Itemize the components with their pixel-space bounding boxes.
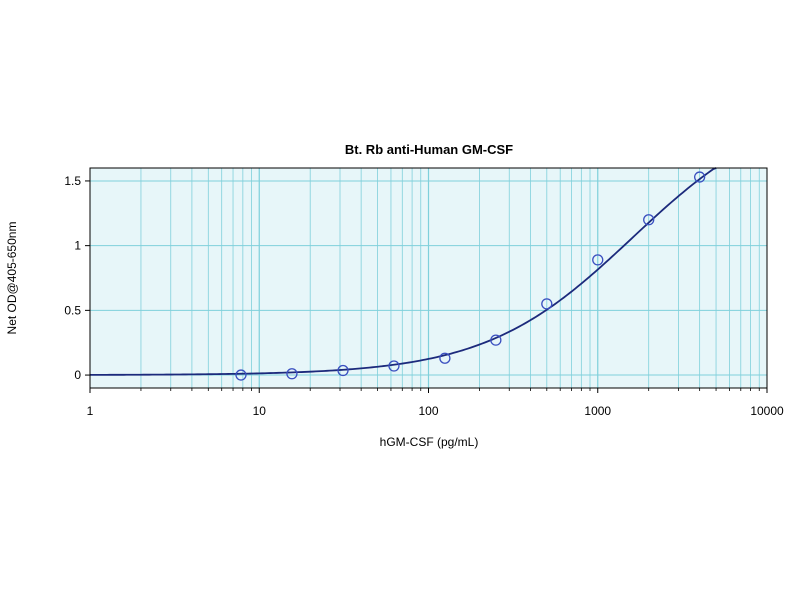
y-tick-label: 1 xyxy=(74,239,81,253)
y-tick-label: 0.5 xyxy=(64,303,81,317)
x-tick-label: 10 xyxy=(253,404,267,418)
data-point xyxy=(592,254,604,266)
data-point xyxy=(286,368,298,380)
data-point xyxy=(643,214,655,226)
fit-curve xyxy=(89,167,717,376)
curve-layer xyxy=(89,167,717,376)
y-axis-label: Net OD@405-650nm xyxy=(5,222,19,335)
data-point xyxy=(439,352,451,364)
data-point xyxy=(490,334,502,346)
x-tick-label: 1 xyxy=(87,404,94,418)
x-axis-label: hGM-CSF (pg/mL) xyxy=(380,435,479,449)
y-tick-label: 0 xyxy=(74,368,81,382)
y-ticks: 0 0.5 1 1.5 xyxy=(64,174,90,382)
x-tick-label: 1000 xyxy=(584,404,611,418)
data-point xyxy=(235,369,247,381)
y-tick-label: 1.5 xyxy=(64,174,81,188)
data-point xyxy=(337,364,349,377)
data-point xyxy=(693,171,706,183)
data-point xyxy=(388,360,400,372)
data-point xyxy=(541,298,553,310)
chart-title: Bt. Rb anti-Human GM-CSF xyxy=(345,142,513,157)
grid-layer xyxy=(90,168,767,388)
points-layer xyxy=(235,171,706,381)
x-ticks: 1 10 100 1000 10000 xyxy=(87,388,784,418)
x-tick-label: 100 xyxy=(418,404,438,418)
x-tick-label: 10000 xyxy=(750,404,784,418)
